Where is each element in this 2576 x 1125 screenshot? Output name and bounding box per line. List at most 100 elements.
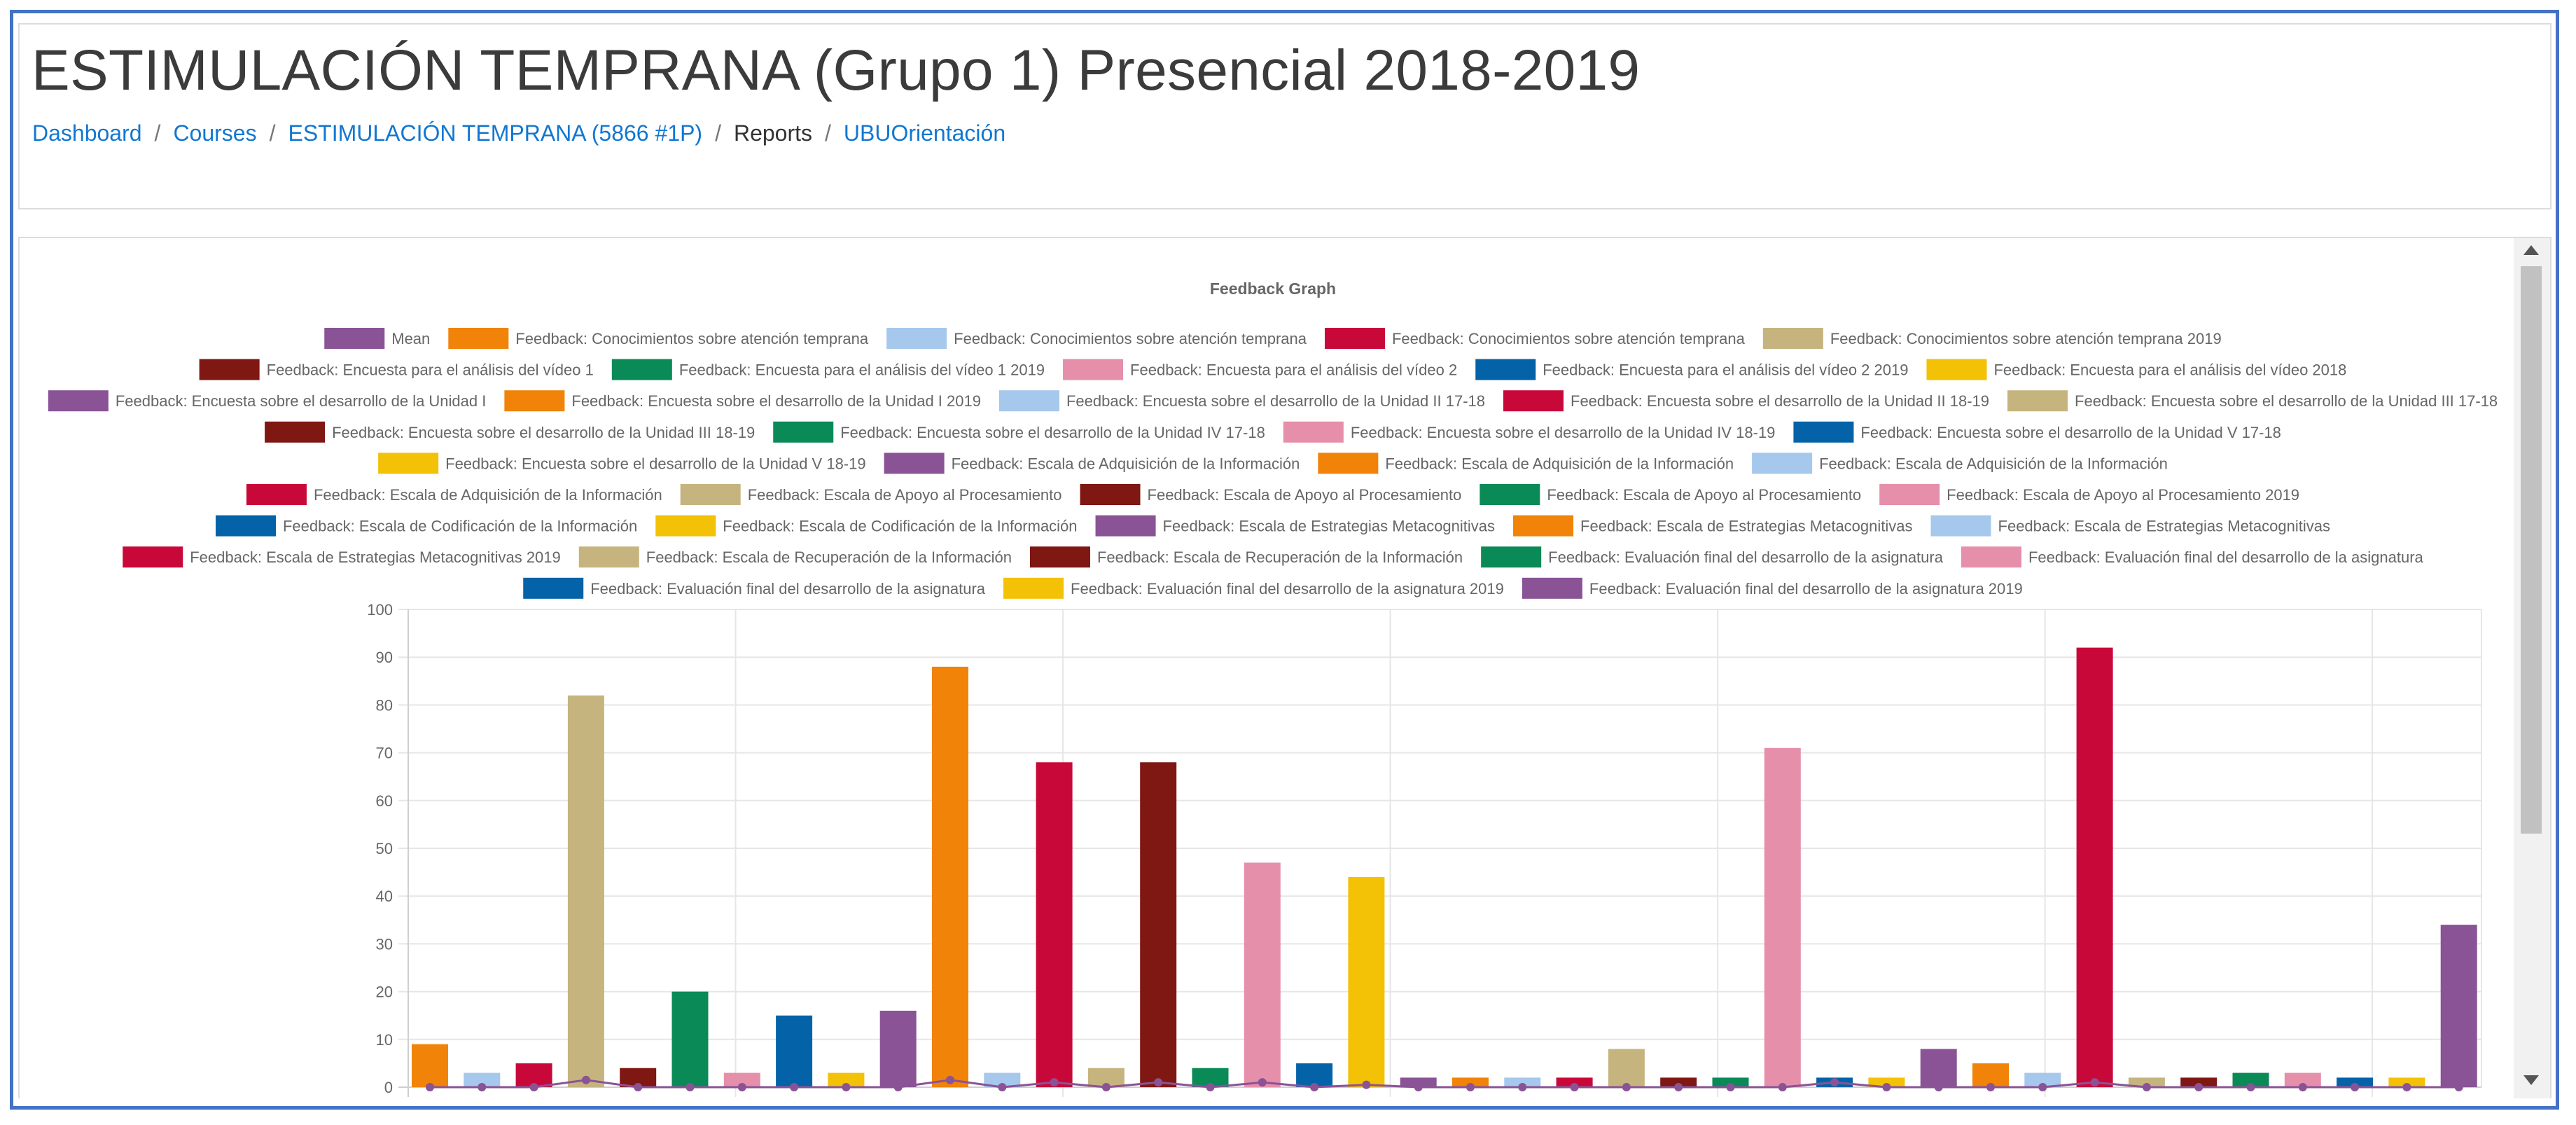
bar[interactable] (1660, 1077, 1697, 1087)
mean-point[interactable] (2142, 1083, 2151, 1091)
legend-item[interactable]: Feedback: Escala de Estrategias Metacogn… (1095, 515, 1495, 537)
bar[interactable] (412, 1044, 448, 1087)
legend-item[interactable]: Feedback: Conocimientos sobre atención t… (886, 328, 1307, 349)
chart-scrollbar[interactable] (2514, 238, 2550, 1098)
mean-point[interactable] (1830, 1078, 1839, 1087)
bar[interactable] (1036, 762, 1073, 1087)
bar[interactable] (2076, 647, 2113, 1087)
legend-item[interactable]: Feedback: Encuesta para el análisis del … (611, 359, 1045, 380)
mean-point[interactable] (2402, 1083, 2411, 1091)
legend-item[interactable]: Feedback: Encuesta sobre el desarrollo d… (504, 390, 981, 412)
legend-item[interactable]: Feedback: Escala de Codificación de la I… (655, 515, 1078, 537)
scroll-down-icon[interactable] (2523, 1075, 2539, 1085)
mean-point[interactable] (1726, 1083, 1735, 1091)
mean-point[interactable] (478, 1083, 487, 1091)
bar[interactable] (2284, 1072, 2321, 1087)
legend-item[interactable]: Feedback: Escala de Apoyo al Procesamien… (1879, 484, 2299, 505)
mean-point[interactable] (1101, 1083, 1111, 1091)
bar[interactable] (1400, 1077, 1437, 1087)
bar[interactable] (2388, 1077, 2425, 1087)
legend-item[interactable]: Mean (324, 328, 430, 349)
legend-item[interactable]: Feedback: Escala de Adquisición de la In… (1752, 453, 2168, 474)
legend-item[interactable]: Feedback: Escala de Apoyo al Procesamien… (1480, 484, 1861, 505)
mean-point[interactable] (1050, 1078, 1059, 1087)
bar[interactable] (828, 1072, 865, 1087)
bar[interactable] (1556, 1077, 1593, 1087)
legend-item[interactable]: Feedback: Escala de Adquisición de la In… (1318, 453, 1734, 474)
mean-point[interactable] (2194, 1083, 2203, 1091)
legend-item[interactable]: Feedback: Encuesta sobre el desarrollo d… (1793, 421, 2281, 443)
legend-item[interactable]: Feedback: Evaluación final del desarroll… (523, 577, 986, 599)
bar[interactable] (879, 1010, 917, 1087)
legend-item[interactable]: Feedback: Encuesta sobre el desarrollo d… (48, 390, 487, 412)
bar[interactable] (932, 666, 968, 1087)
breadcrumb-course[interactable]: ESTIMULACIÓN TEMPRANA (5866 #1P) (288, 120, 703, 146)
legend-item[interactable]: Feedback: Escala de Adquisición de la In… (884, 453, 1300, 474)
bar[interactable] (1348, 876, 1385, 1087)
mean-point[interactable] (1570, 1083, 1579, 1091)
mean-point[interactable] (946, 1075, 954, 1084)
legend-item[interactable]: Feedback: Encuesta sobre el desarrollo d… (773, 421, 1265, 443)
mean-point[interactable] (842, 1083, 851, 1091)
mean-point[interactable] (1622, 1083, 1631, 1091)
legend-item[interactable]: Feedback: Conocimientos sobre atención t… (1324, 328, 1746, 349)
bar[interactable] (723, 1072, 760, 1087)
bar[interactable] (2128, 1077, 2165, 1087)
legend-item[interactable]: Feedback: Escala de Apoyo al Procesamien… (1080, 484, 1462, 505)
bar[interactable] (1920, 1049, 1957, 1087)
legend-item[interactable]: Feedback: Evaluación final del desarroll… (1481, 546, 1944, 568)
bar[interactable] (2440, 925, 2477, 1087)
legend-item[interactable]: Feedback: Evaluación final del desarroll… (1961, 546, 2424, 568)
legend-item[interactable]: Feedback: Escala de Recuperación de la I… (578, 546, 1012, 568)
mean-point[interactable] (737, 1083, 746, 1091)
bar[interactable] (984, 1072, 1021, 1087)
legend-item[interactable]: Feedback: Encuesta sobre el desarrollo d… (998, 390, 1485, 412)
mean-point[interactable] (581, 1075, 590, 1084)
mean-point[interactable] (1362, 1080, 1371, 1089)
bar[interactable] (1868, 1077, 1905, 1087)
bar[interactable] (2232, 1072, 2269, 1087)
legend-item[interactable]: Feedback: Escala de Recuperación de la I… (1029, 546, 1463, 568)
legend-item[interactable]: Feedback: Encuesta sobre el desarrollo d… (378, 453, 866, 474)
bar[interactable] (1764, 747, 1801, 1087)
legend-item[interactable]: Feedback: Escala de Adquisición de la In… (246, 484, 662, 505)
legend-item[interactable]: Feedback: Escala de Codificación de la I… (215, 515, 637, 537)
bar[interactable] (464, 1072, 501, 1087)
bar[interactable] (1504, 1077, 1541, 1087)
mean-point[interactable] (2351, 1083, 2360, 1091)
legend-item[interactable]: Feedback: Encuesta para el análisis del … (1475, 359, 1908, 380)
bar[interactable] (1452, 1077, 1489, 1087)
legend-item[interactable]: Feedback: Escala de Estrategias Metacogn… (1513, 515, 1913, 537)
mean-point[interactable] (1310, 1083, 1319, 1091)
mean-point[interactable] (1674, 1083, 1683, 1091)
legend-item[interactable]: Feedback: Evaluación final del desarroll… (1522, 577, 2023, 599)
mean-point[interactable] (998, 1083, 1007, 1091)
mean-point[interactable] (1154, 1078, 1163, 1087)
mean-point[interactable] (1466, 1083, 1475, 1091)
scrollbar-thumb[interactable] (2521, 266, 2542, 834)
bar[interactable] (671, 991, 709, 1087)
bar[interactable] (1712, 1077, 1749, 1087)
legend-item[interactable]: Feedback: Encuesta sobre el desarrollo d… (265, 421, 755, 443)
mean-point[interactable] (685, 1083, 695, 1091)
legend-item[interactable]: Feedback: Conocimientos sobre atención t… (1762, 328, 2222, 349)
mean-point[interactable] (2090, 1078, 2099, 1087)
mean-point[interactable] (1414, 1083, 1423, 1091)
bar[interactable] (2337, 1077, 2374, 1087)
mean-point[interactable] (529, 1083, 538, 1091)
mean-point[interactable] (2454, 1083, 2463, 1091)
bar[interactable] (567, 695, 604, 1087)
legend-item[interactable]: Feedback: Evaluación final del desarroll… (1003, 577, 1504, 599)
mean-point[interactable] (1778, 1083, 1787, 1091)
legend-item[interactable]: Feedback: Escala de Apoyo al Procesamien… (680, 484, 1062, 505)
legend-item[interactable]: Feedback: Escala de Estrategias Metacogn… (123, 546, 561, 568)
breadcrumb-dashboard[interactable]: Dashboard (32, 120, 142, 146)
legend-item[interactable]: Feedback: Escala de Estrategias Metacogn… (1930, 515, 2330, 537)
breadcrumb-ubuorientacion[interactable]: UBUOrientación (843, 120, 1006, 146)
bar[interactable] (1140, 762, 1177, 1087)
mean-point[interactable] (893, 1083, 903, 1091)
mean-point[interactable] (1258, 1078, 1267, 1087)
breadcrumb-courses[interactable]: Courses (173, 120, 257, 146)
bar[interactable] (1244, 862, 1281, 1087)
mean-point[interactable] (426, 1083, 434, 1091)
